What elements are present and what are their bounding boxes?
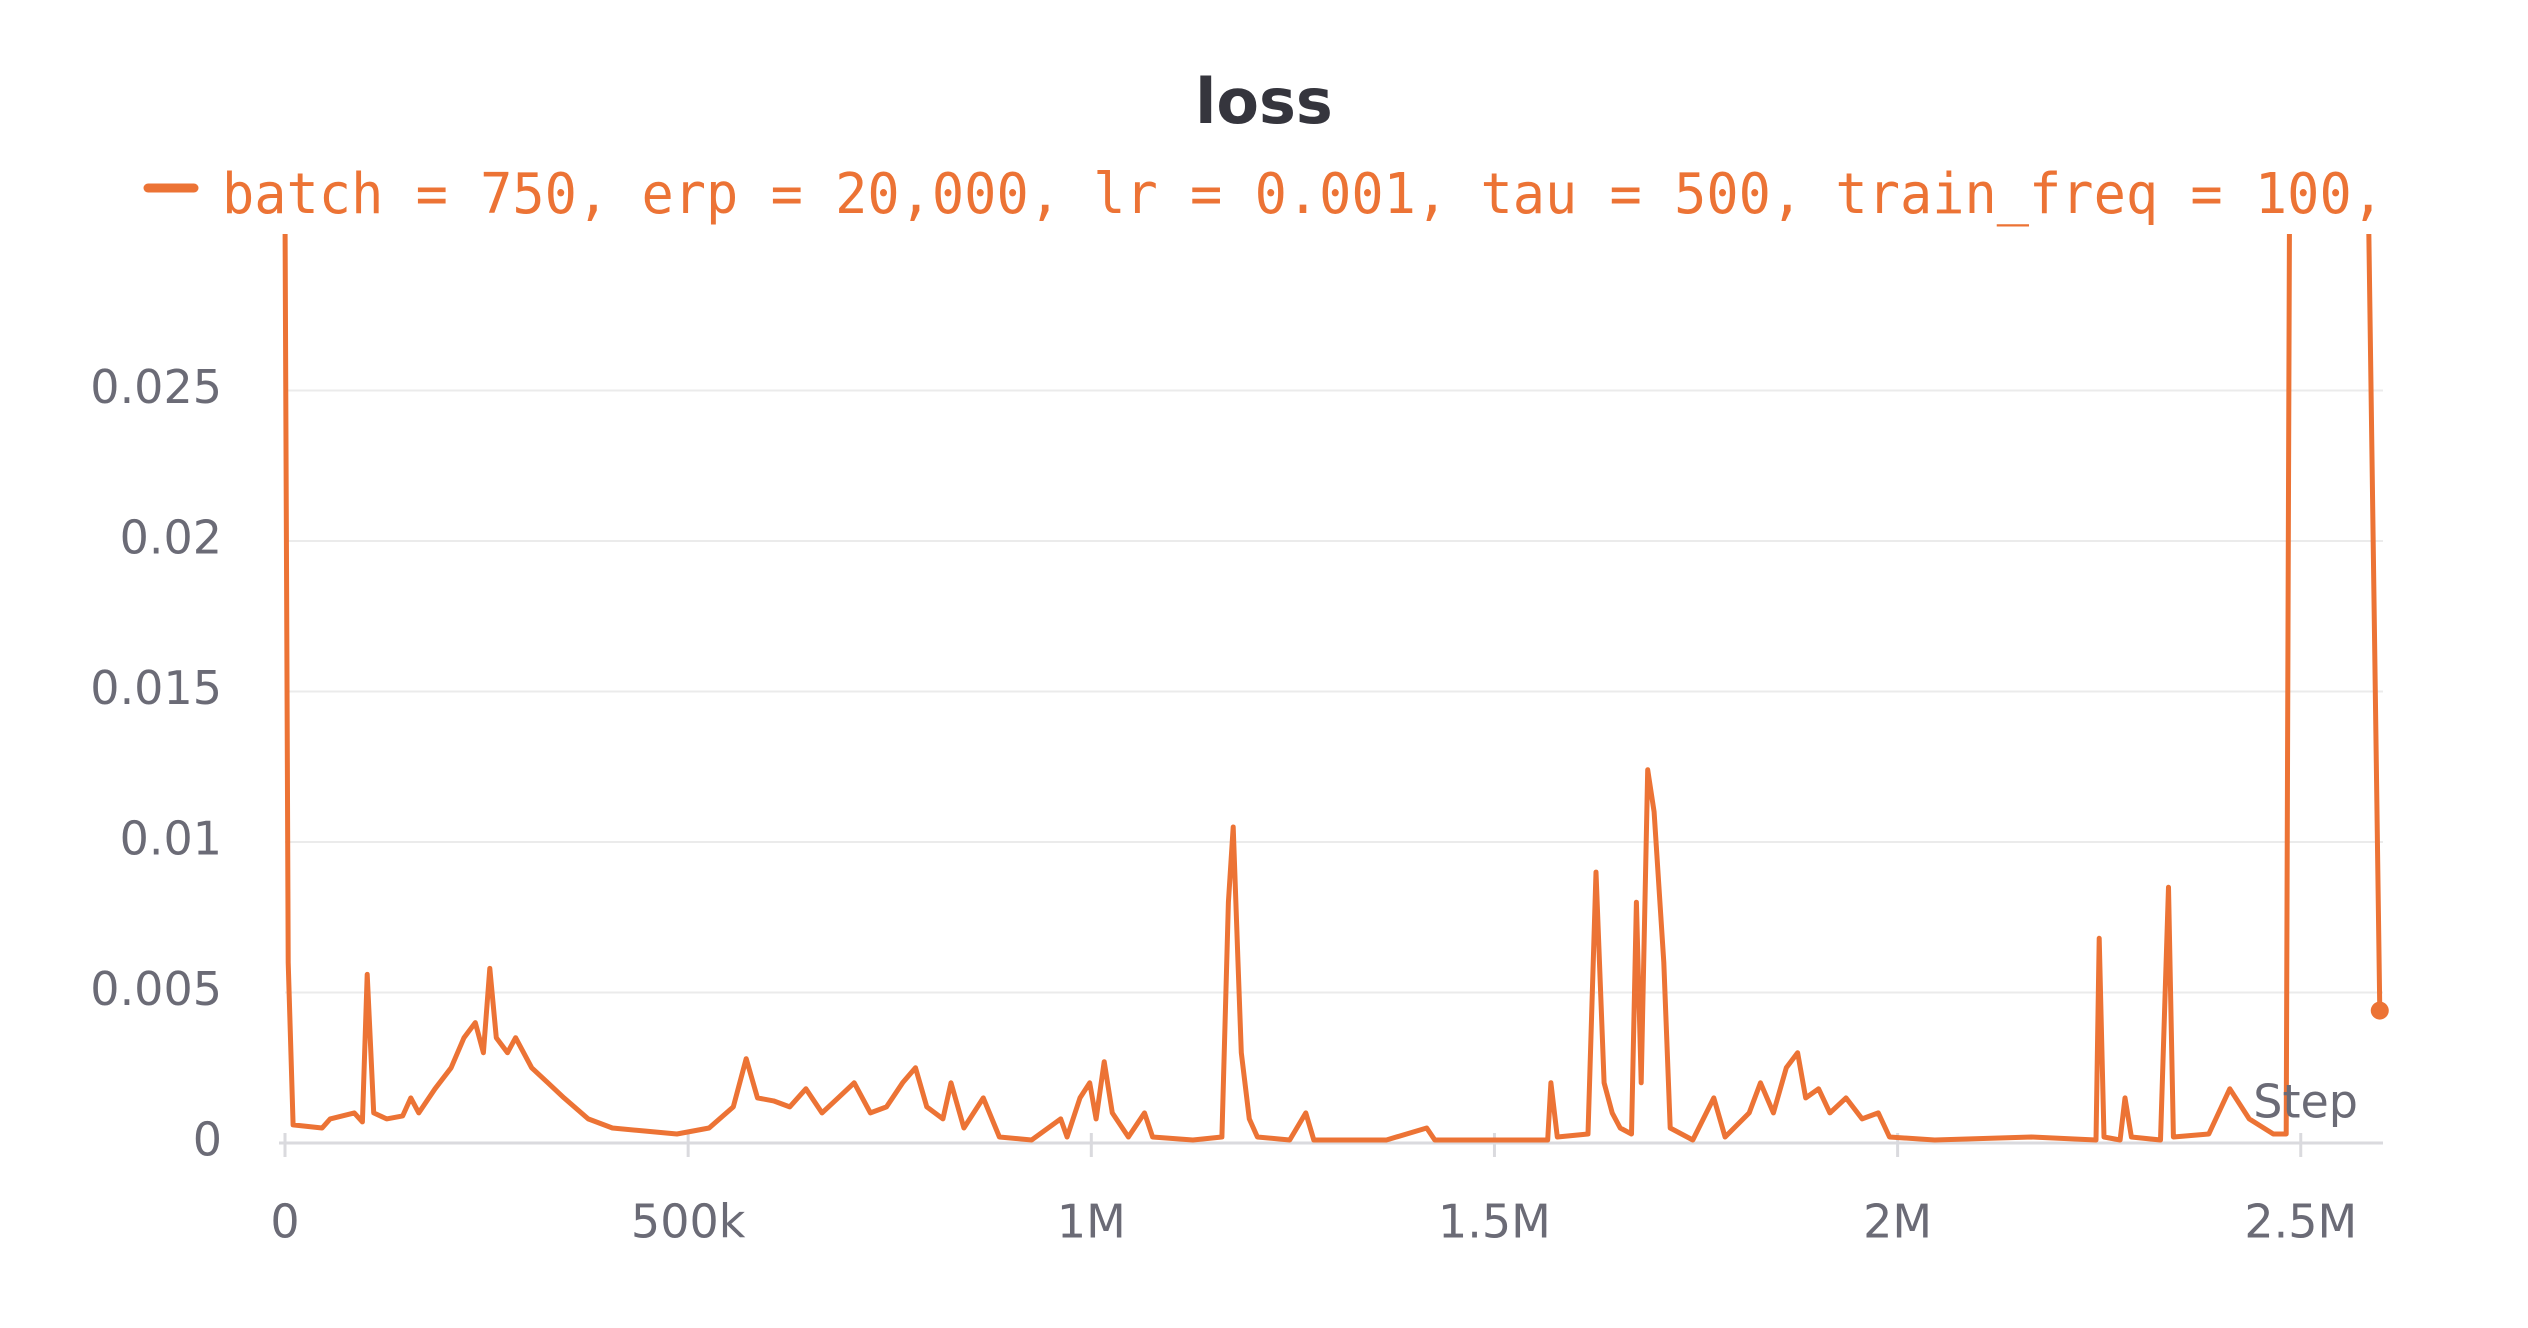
y-tick-label: 0 <box>193 1113 222 1167</box>
y-tick-label: 0.01 <box>120 812 222 866</box>
legend-label: batch = 750, erp = 20,000, lr = 0.001, t… <box>222 162 2384 227</box>
y-tick-label: 0.025 <box>90 360 222 414</box>
x-tick-label: 500k <box>631 1195 746 1249</box>
x-tick-label: 2.5M <box>2244 1195 2357 1249</box>
x-tick-label: 1.5M <box>1438 1195 1551 1249</box>
grid <box>285 389 2383 994</box>
x-axis-label: Step <box>2253 1075 2358 1129</box>
y-tick-label: 0.005 <box>90 962 222 1016</box>
y-tick-label: 0.015 <box>90 661 222 715</box>
y-tick-label: 0.02 <box>120 511 222 565</box>
plot-area <box>282 234 2383 1143</box>
x-tick-label: 0 <box>270 1195 299 1249</box>
x-tick-label: 1M <box>1057 1195 1126 1249</box>
x-tick-label: 2M <box>1863 1195 1932 1249</box>
legend: batch = 750, erp = 20,000, lr = 0.001, t… <box>143 162 2384 227</box>
chart-title: loss <box>1195 65 1333 138</box>
axes: 0 0.005 0.01 0.015 0.02 0.025 0 500k 1M 1.5M 2M 2.5… <box>90 360 2383 1249</box>
loss-line <box>282 234 2383 1143</box>
last-point <box>2370 1001 2389 1020</box>
